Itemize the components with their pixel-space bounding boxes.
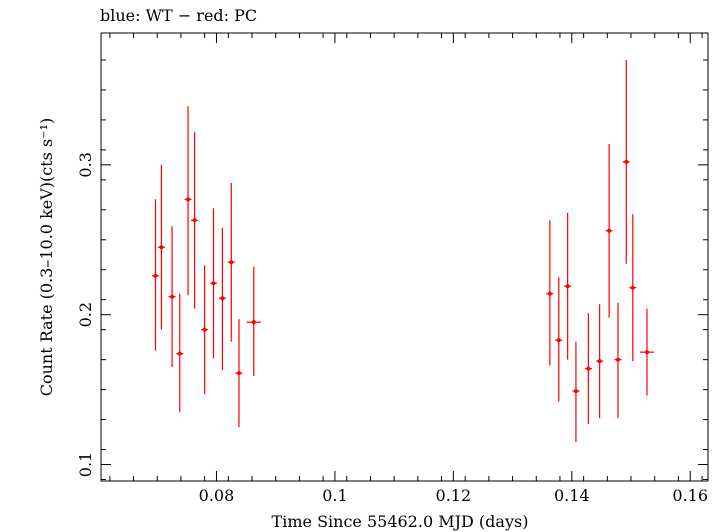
point-marker [645,350,650,355]
point-marker [624,159,629,164]
chart-title: blue: WT − red: PC [100,6,257,25]
data-point [246,266,261,377]
data-point [201,265,209,395]
axes: 0.08 0.1 0.12 0.14 0.16 0.1 0.2 0.3 [76,33,708,505]
x-tick-label: 0.16 [672,486,708,505]
data-point [614,302,622,419]
point-marker [192,218,197,223]
data-point [605,143,613,318]
y-axis-label: Count Rate (0.3–10.0 keV)(cts s⁻¹) [37,118,56,397]
point-marker [556,338,561,343]
data-point [209,208,218,359]
point-marker [159,245,164,250]
data-point [564,212,572,360]
data-point [555,277,563,402]
data-point [157,164,165,330]
x-tick-label: 0.1 [322,486,347,505]
point-marker [573,389,578,394]
point-marker [630,285,635,290]
point-marker [177,351,182,356]
point-marker [236,371,241,376]
point-marker [597,359,602,364]
data-points [151,59,655,443]
plot-frame [100,32,709,482]
point-marker [607,228,612,233]
y-tick-label: 0.3 [76,152,95,177]
data-point [546,220,554,366]
data-point [218,227,226,371]
data-point [168,226,176,368]
data-point [629,214,637,362]
y-tick-label: 0.1 [76,452,95,477]
point-marker [220,296,225,301]
data-point [227,182,235,342]
data-point [572,341,580,443]
point-marker [153,273,158,278]
data-point [639,308,655,396]
x-tick-label: 0.14 [554,486,590,505]
x-tick-label: 0.12 [436,486,472,505]
x-tick-label: 0.08 [199,486,235,505]
point-marker [202,327,207,332]
point-marker [615,357,620,362]
point-marker [211,281,216,286]
point-marker [565,284,570,289]
data-point [151,199,160,351]
data-point [596,304,604,419]
point-marker [229,260,234,265]
point-marker [186,197,191,202]
point-marker [586,366,591,371]
data-point [584,313,592,425]
point-marker [170,294,175,299]
data-point [235,319,243,428]
x-axis-label: Time Since 55462.0 MJD (days) [272,512,529,531]
data-point [191,131,199,309]
point-marker [251,320,256,325]
point-marker [547,291,552,296]
data-point [622,59,630,264]
y-tick-label: 0.2 [76,302,95,327]
data-point [176,293,184,413]
data-point [184,106,192,296]
